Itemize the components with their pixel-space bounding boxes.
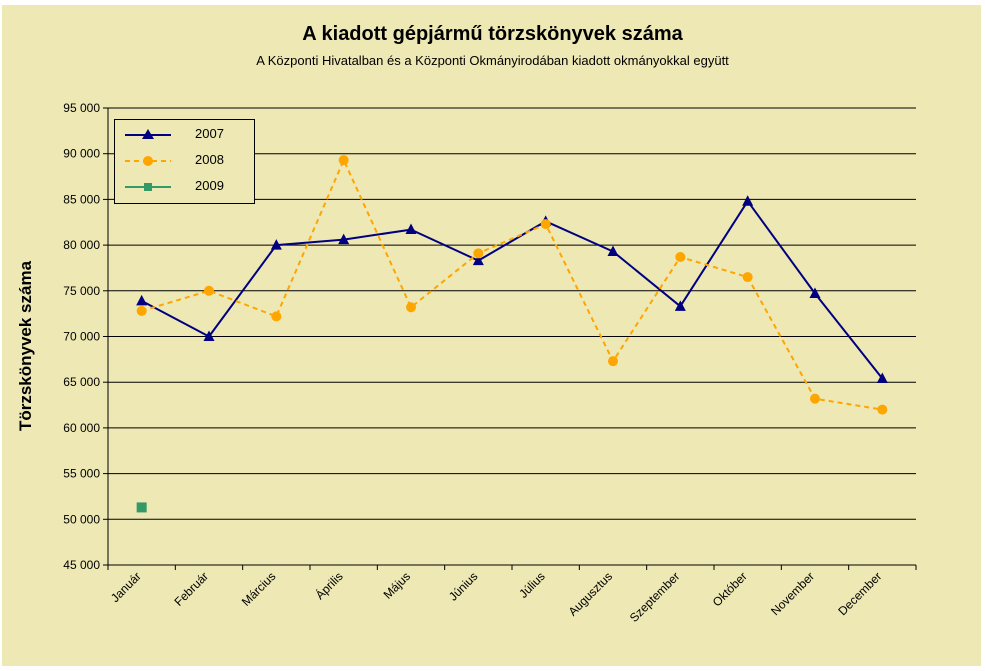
y-axis-label: Törzskönyvek száma <box>16 260 35 432</box>
data-point-2008 <box>338 155 349 166</box>
data-point-2007 <box>472 254 484 266</box>
chart-title: A kiadott gépjármű törzskönyvek száma <box>302 23 683 45</box>
legend-swatch-2009 <box>125 183 171 191</box>
y-tick-label: 60 000 <box>63 421 100 435</box>
y-tick-label: 65 000 <box>63 375 100 389</box>
data-point-2008 <box>136 305 147 316</box>
y-tick-label: 80 000 <box>63 238 100 252</box>
legend-label-2008: 2008 <box>195 152 224 167</box>
legend-item-2009: 2009 <box>115 174 254 200</box>
legend-item-2008: 2008 <box>115 148 254 174</box>
data-point-2008 <box>204 285 214 296</box>
data-point-2007 <box>674 300 686 311</box>
y-tick-label: 45 000 <box>63 558 100 572</box>
chart-background <box>2 5 981 666</box>
legend-label-2007: 2007 <box>195 126 224 141</box>
data-point-2007 <box>136 294 148 306</box>
y-tick-label: 75 000 <box>63 284 100 298</box>
chart-subtitle: A Központi Hivatalban és a Központi Okmá… <box>256 53 729 68</box>
data-point-2007 <box>742 195 754 206</box>
legend-swatch-2007 <box>125 129 171 139</box>
data-point-2008 <box>540 219 551 230</box>
data-point-2008 <box>675 251 686 262</box>
data-point-2008 <box>406 302 416 313</box>
data-point-2007 <box>876 372 888 384</box>
series-line-2007 <box>141 200 884 380</box>
data-point-2008 <box>473 248 484 259</box>
data-point-2007 <box>338 233 350 245</box>
y-tick-label: 50 000 <box>63 512 100 526</box>
data-point-2007 <box>607 245 619 256</box>
y-tick-label: 85 000 <box>63 192 100 206</box>
data-point-2007 <box>270 239 282 250</box>
legend: 2007 2008 2009 <box>114 119 255 204</box>
data-point-2008 <box>271 311 282 322</box>
data-point-2007 <box>203 330 215 341</box>
y-tick-label: 95 000 <box>63 101 100 115</box>
legend-label-2009: 2009 <box>195 178 224 193</box>
data-point-2007 <box>405 223 417 235</box>
y-tick-label: 55 000 <box>63 467 100 481</box>
legend-swatch-2008 <box>125 156 171 166</box>
data-point-2008 <box>810 393 820 404</box>
y-tick-label: 90 000 <box>63 147 100 161</box>
data-point-2009 <box>136 502 147 513</box>
series-layer <box>136 155 888 513</box>
data-point-2008 <box>877 404 888 415</box>
y-tick-label: 70 000 <box>63 330 100 344</box>
series-line-2008 <box>141 159 883 411</box>
data-point-2008 <box>742 272 753 283</box>
data-point-2007 <box>809 287 821 299</box>
data-point-2008 <box>608 356 618 367</box>
legend-item-2007: 2007 <box>115 122 254 148</box>
